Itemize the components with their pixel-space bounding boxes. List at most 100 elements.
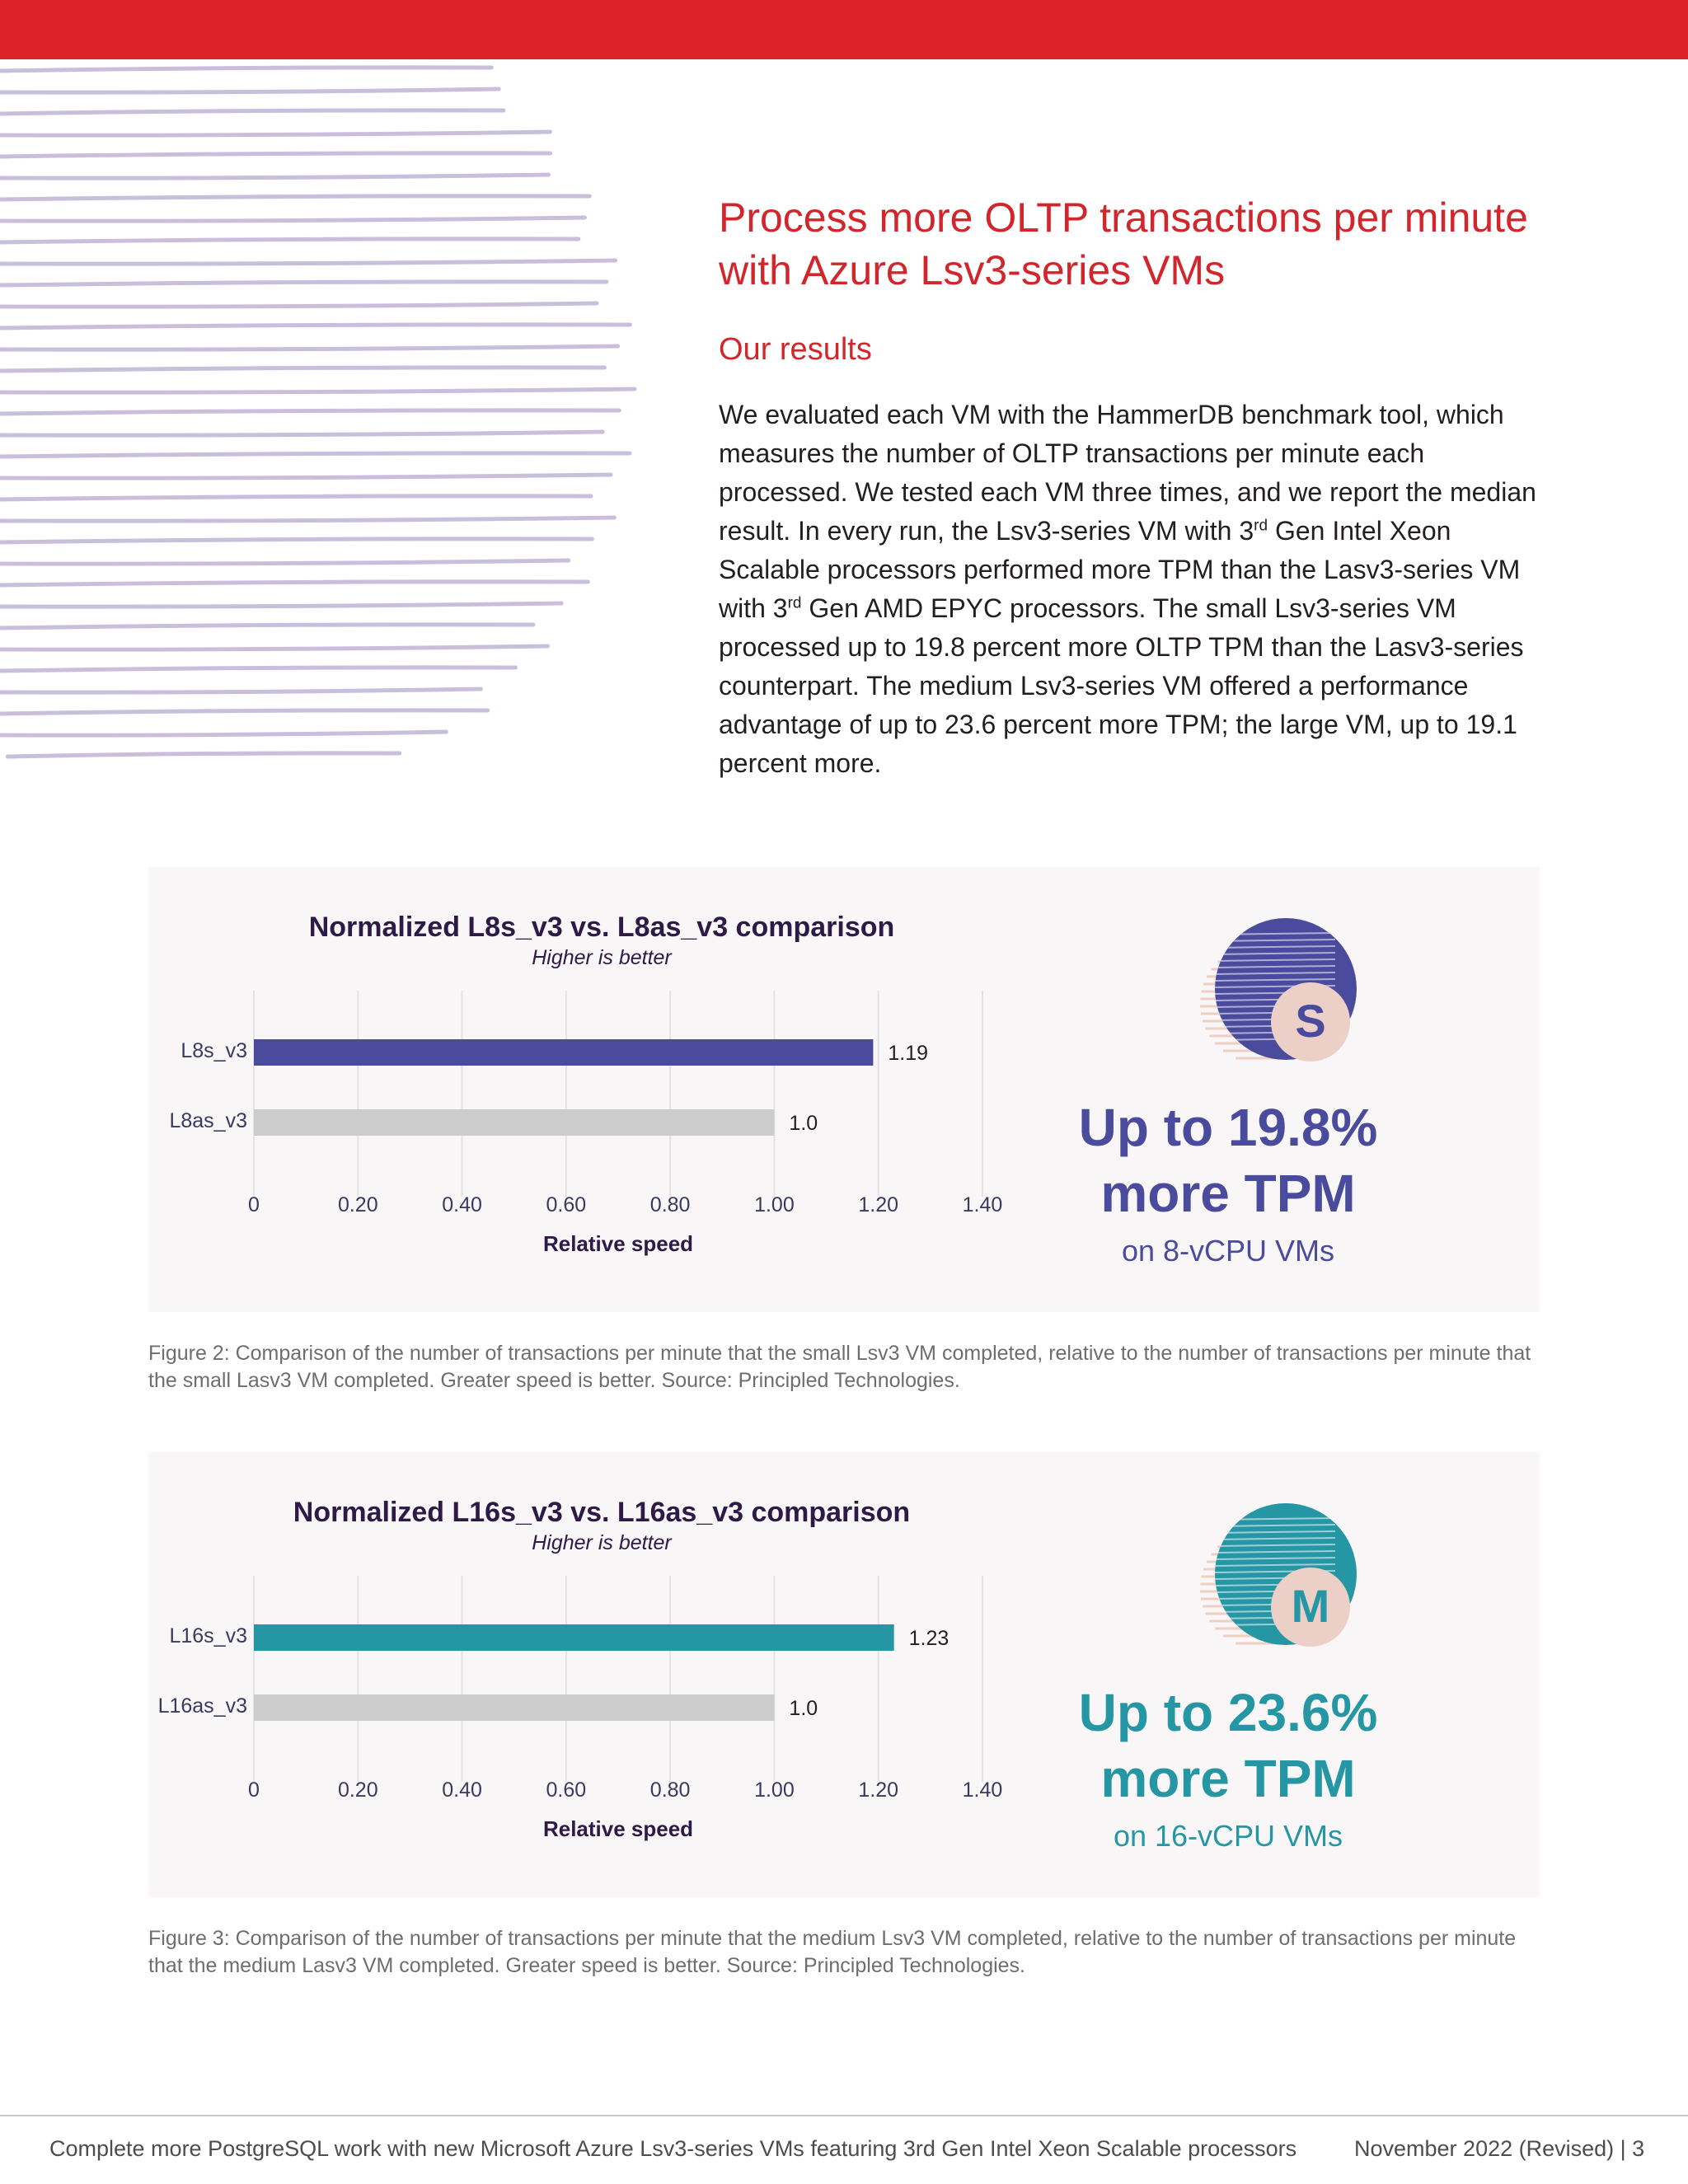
striped-circle-s-icon: S xyxy=(1200,918,1357,1062)
badge-stripe xyxy=(1215,1550,1336,1554)
bar xyxy=(254,1624,894,1651)
decorative-stripe-circle xyxy=(0,65,637,759)
badge-letter-circle xyxy=(1271,1568,1350,1647)
bar xyxy=(254,1039,874,1066)
stripe-line xyxy=(0,237,581,245)
stripe-line xyxy=(0,65,494,73)
stripe-line xyxy=(5,751,402,759)
bar-chart-small: Normalized L8s_v3 vs. L8as_v3 comparison… xyxy=(169,912,1003,1256)
badge-letter: M xyxy=(1292,1580,1330,1632)
axis-label: Relative speed xyxy=(543,1231,693,1256)
data-label: 1.0 xyxy=(789,1112,818,1135)
chart-subtitle: Higher is better xyxy=(532,946,673,969)
page-title: Process more OLTP transactions per minut… xyxy=(719,194,1528,293)
stripe-line xyxy=(0,408,621,416)
badge-stripe xyxy=(1215,1563,1336,1567)
stripe-line xyxy=(0,515,617,523)
bar-chart-medium: Normalized L16s_v3 vs. L16as_v3 comparis… xyxy=(158,1497,1003,1841)
tick-label: 0.40 xyxy=(442,1193,482,1216)
badge-letter-circle xyxy=(1271,982,1350,1062)
tick-label: 1.00 xyxy=(754,1193,795,1216)
bar xyxy=(254,1694,775,1721)
results-text-1: We evaluated each VM with the HammerDB b… xyxy=(719,400,1536,546)
stripe-line xyxy=(0,172,551,180)
badge-stripe xyxy=(1215,952,1336,955)
tick-label: 0.20 xyxy=(338,1779,378,1802)
callout-subtext: on 8-vCPU VMs xyxy=(1121,1234,1335,1268)
data-label: 1.0 xyxy=(789,1697,818,1720)
chart-title: Normalized L16s_v3 vs. L16as_v3 comparis… xyxy=(293,1497,910,1528)
badge-letter: S xyxy=(1295,995,1325,1047)
stripe-line xyxy=(0,451,632,459)
stripe-line xyxy=(0,537,594,545)
axis-label: Relative speed xyxy=(543,1816,693,1841)
stripe-line xyxy=(0,558,571,566)
ordinal-suffix: rd xyxy=(1254,517,1268,535)
tick-label: 0.60 xyxy=(546,1779,587,1802)
stripe-line xyxy=(0,151,553,159)
ordinal-suffix: rd xyxy=(787,594,802,612)
stripe-line xyxy=(0,601,564,609)
category-label: L16as_v3 xyxy=(158,1694,247,1718)
stripe-line xyxy=(0,429,605,438)
category-label: L8s_v3 xyxy=(181,1039,247,1062)
tick-label: 0.20 xyxy=(338,1193,378,1216)
stripe-line xyxy=(0,687,483,695)
badge-stripe xyxy=(1215,1537,1336,1540)
callout-subtext: on 16-vCPU VMs xyxy=(1113,1819,1343,1853)
callout-headline: Up to 23.6% more TPM xyxy=(1078,1683,1378,1808)
results-text-3: Gen AMD EPYC processors. The small Lsv3-… xyxy=(719,593,1524,778)
badge-stripe xyxy=(1215,965,1336,968)
figure-panel-small: Normalized L8s_v3 vs. L8as_v3 comparison… xyxy=(148,867,1540,1312)
stripe-line xyxy=(0,344,621,352)
category-label: L8as_v3 xyxy=(169,1109,247,1132)
badge-stripe xyxy=(1215,978,1336,982)
callout-headline: Up to 19.8% more TPM xyxy=(1078,1098,1378,1223)
stripe-line xyxy=(0,215,587,223)
stripe-line xyxy=(0,665,518,673)
stripe-line xyxy=(0,579,590,588)
stripe-line xyxy=(0,258,618,266)
tick-label: 0 xyxy=(248,1779,260,1802)
footer-divider xyxy=(0,2115,1688,2116)
stripe-line xyxy=(0,87,501,95)
section-heading: Our results xyxy=(719,332,872,367)
tick-label: 1.40 xyxy=(963,1193,1003,1216)
figure-caption: Figure 3: Comparison of the number of tr… xyxy=(148,1927,1517,1977)
badge-stripe xyxy=(1215,958,1336,962)
badge-stripe xyxy=(1215,972,1336,975)
tick-label: 0.80 xyxy=(650,1193,691,1216)
tick-label: 1.20 xyxy=(858,1193,898,1216)
stripe-line xyxy=(0,708,490,716)
category-label: L16s_v3 xyxy=(169,1624,247,1647)
badge-stripe xyxy=(1215,945,1336,949)
footer-date-page: November 2022 (Revised) | 3 xyxy=(1354,2136,1645,2161)
bar xyxy=(254,1109,775,1136)
chart-subtitle: Higher is better xyxy=(532,1531,673,1554)
stripe-line xyxy=(0,301,599,309)
badge-stripe xyxy=(1215,1544,1336,1547)
tick-label: 1.40 xyxy=(963,1779,1003,1802)
stripe-line xyxy=(0,129,552,138)
stripe-line xyxy=(0,494,593,502)
tick-label: 0.40 xyxy=(442,1779,482,1802)
badge-stripe xyxy=(1215,1530,1336,1534)
footer-document-title: Complete more PostgreSQL work with new M… xyxy=(49,2136,1297,2161)
stripe-line xyxy=(0,729,448,738)
stripe-line xyxy=(0,622,536,630)
tick-label: 1.00 xyxy=(754,1779,795,1802)
stripe-line xyxy=(0,108,506,116)
figure-caption: Figure 2: Comparison of the number of tr… xyxy=(148,1342,1531,1392)
data-label: 1.23 xyxy=(909,1627,950,1650)
figure-panel-medium: Normalized L16s_v3 vs. L16as_v3 comparis… xyxy=(148,1452,1540,1897)
chart-title: Normalized L8s_v3 vs. L8as_v3 comparison xyxy=(309,912,895,943)
stripe-line xyxy=(0,365,607,373)
results-text-2: Gen Intel Xeon Scalable processors perfo… xyxy=(719,516,1521,623)
top-accent-bar xyxy=(0,0,1688,59)
results-paragraph: We evaluated each VM with the HammerDB b… xyxy=(719,396,1543,783)
stripe-line xyxy=(0,322,632,330)
tick-label: 0.80 xyxy=(650,1779,691,1802)
tick-label: 0 xyxy=(248,1193,260,1216)
stripe-line xyxy=(0,644,550,652)
tick-label: 1.20 xyxy=(858,1779,898,1802)
